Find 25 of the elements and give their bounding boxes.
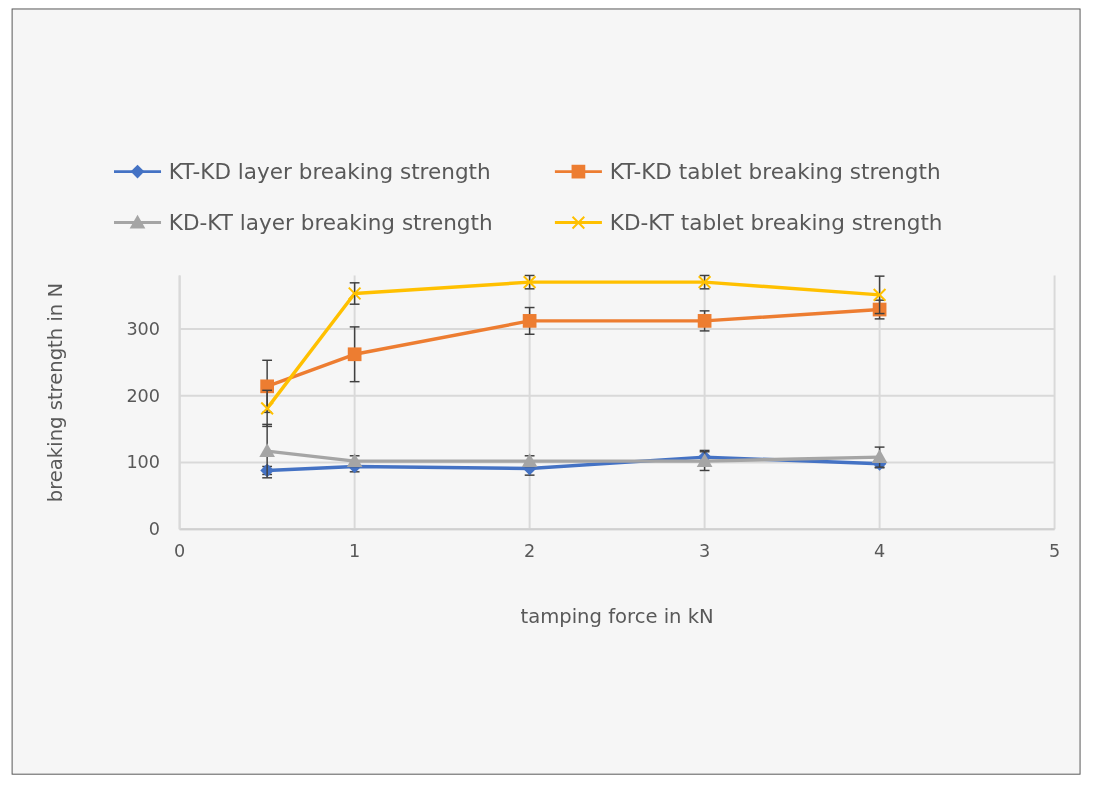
legend-label: KT-KD layer breaking strength [168,159,491,185]
legend-label: KD-KT layer breaking strength [168,210,493,236]
legend-label: KD-KT tablet breaking strength [609,210,943,236]
x-tick-label: 3 [699,540,711,561]
y-tick-label: 100 [126,452,161,473]
y-tick-label: 200 [126,385,161,406]
y-axis-title: breaking strength in N [44,282,68,503]
y-tick-label: 0 [148,519,161,540]
x-tick-label: 0 [174,540,186,561]
point [260,379,274,394]
point [260,401,274,416]
x-tick-label: 2 [524,540,536,561]
x-tick-label: 5 [1048,540,1061,561]
point [872,287,887,302]
legend-label: KT-KD tablet breaking strength [609,159,941,185]
point [697,314,712,328]
point [347,347,362,362]
point [522,314,537,328]
point [259,443,275,457]
y-tick-label: 300 [126,318,161,339]
point [347,286,362,301]
x-tick-label: 4 [873,540,886,561]
x-tick-label: 1 [349,540,361,561]
point [871,449,888,463]
x-axis-title: tamping force in kN [520,605,714,629]
